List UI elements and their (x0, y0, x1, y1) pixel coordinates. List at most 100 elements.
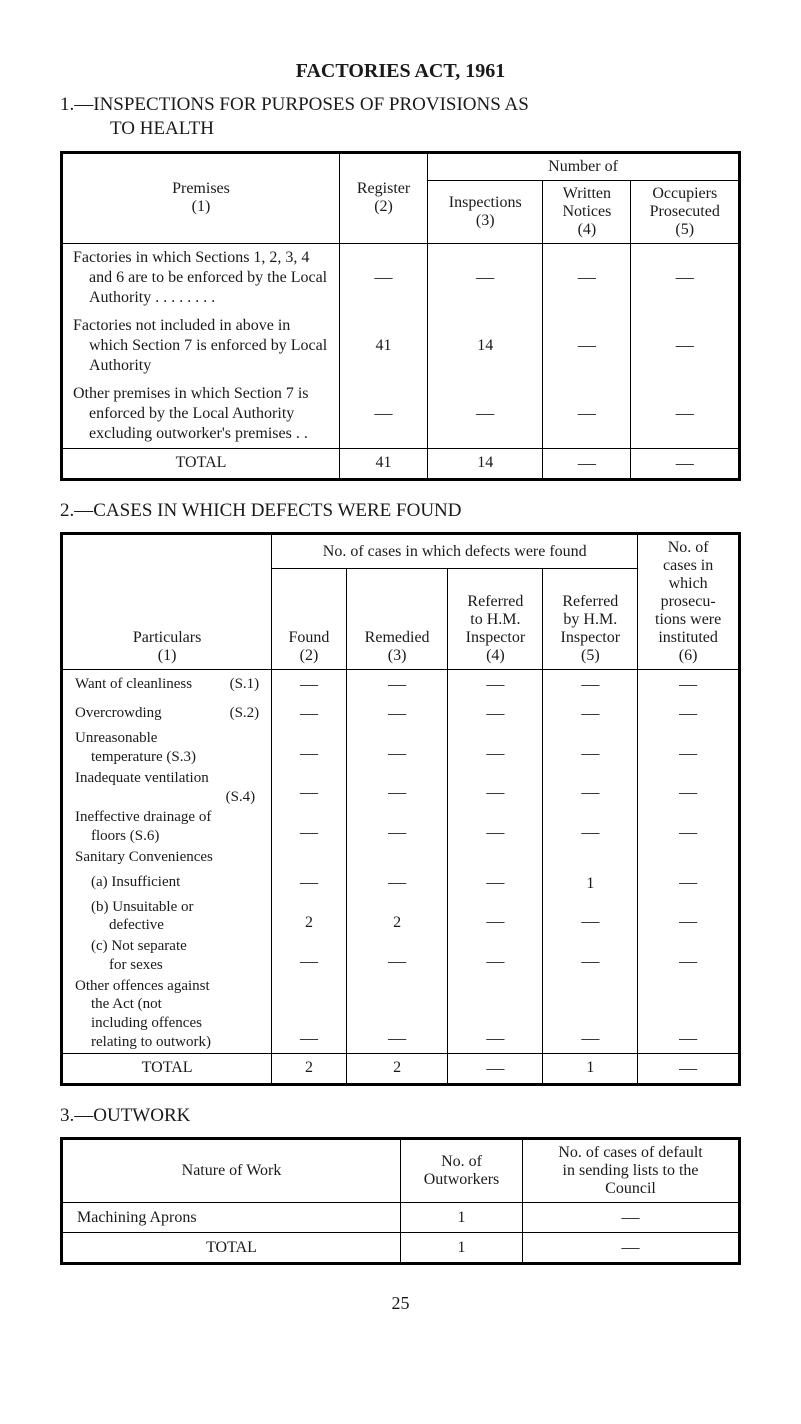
cell: — (638, 976, 740, 1054)
cell: 2 (346, 897, 448, 937)
cell: — (543, 380, 631, 449)
cell: — (272, 670, 347, 700)
cell: — (543, 768, 638, 808)
cell: — (448, 868, 543, 897)
col-prosecutions-header: No. of cases in which prosecu- tions wer… (638, 534, 740, 670)
cell: — (272, 936, 347, 976)
section-2-heading: 2.—CASES IN WHICH DEFECTS WERE FOUND (60, 499, 741, 523)
cell: — (448, 807, 543, 847)
cell: — (631, 243, 740, 312)
table-row-label: Other premises in which Section 7 is enf… (62, 380, 340, 449)
page: FACTORIES ACT, 1961 1.—INSPECTIONS FOR P… (0, 0, 801, 1424)
cell: — (272, 868, 347, 897)
cell: — (543, 312, 631, 380)
col-ref-by-hm-header: Referred by H.M. Inspector (5) (543, 569, 638, 670)
col-nature-header: Nature of Work (62, 1139, 401, 1203)
cell: — (543, 897, 638, 937)
table-row-label: Overcrowding(S.2) (62, 699, 272, 728)
table-row-label: Other offences againstthe Act (notinclud… (62, 976, 272, 1054)
section-3-text: —OUTWORK (74, 1105, 190, 1126)
table-row-label: Ineffective drainage offloors (S.6) (62, 807, 272, 847)
cell (346, 847, 448, 868)
cell: — (346, 936, 448, 976)
col-inspections-header: Inspections (3) (428, 180, 543, 243)
cell: — (346, 768, 448, 808)
cell: — (543, 699, 638, 728)
cell: — (543, 936, 638, 976)
col-written-header: Written Notices (4) (543, 180, 631, 243)
cell: — (339, 243, 427, 312)
cell: — (523, 1233, 740, 1264)
table-defects: Particulars (1) No. of cases in which de… (60, 532, 741, 1085)
cell: — (339, 380, 427, 449)
cell: 14 (428, 448, 543, 479)
col-remedied-header: Remedied (3) (346, 569, 448, 670)
cell: 2 (346, 1053, 448, 1084)
cell: 1 (401, 1233, 523, 1264)
cell (448, 847, 543, 868)
cell: — (448, 1053, 543, 1084)
section-3-num: 3. (60, 1104, 74, 1128)
cell: — (448, 897, 543, 937)
cell (272, 847, 347, 868)
section-1-heading-cont: TO HEALTH (110, 117, 741, 141)
col-ref-to-hm-header: Referred to H.M. Inspector (4) (448, 569, 543, 670)
col-register-header: Register (2) (339, 152, 427, 243)
cell: — (428, 380, 543, 449)
cell: 41 (339, 448, 427, 479)
cell: — (346, 670, 448, 700)
table-row-label: Factories in which Sections 1, 2, 3, 4 a… (62, 243, 340, 312)
cell: 2 (272, 1053, 347, 1084)
cell: — (638, 670, 740, 700)
document-title: FACTORIES ACT, 1961 (60, 60, 741, 83)
cell: — (346, 976, 448, 1054)
cell: — (448, 670, 543, 700)
cell: — (346, 807, 448, 847)
cell: — (543, 807, 638, 847)
section-1-num: 1. (60, 93, 74, 117)
total-label: TOTAL (62, 1233, 401, 1264)
cell: — (272, 699, 347, 728)
col-default-header: No. of cases of default in sending lists… (523, 1139, 740, 1203)
cell: — (638, 936, 740, 976)
cell: — (272, 976, 347, 1054)
cell: — (631, 380, 740, 449)
cell: — (448, 768, 543, 808)
cell: — (448, 699, 543, 728)
col-premises-header: Premises (1) (62, 152, 340, 243)
cell: 41 (339, 312, 427, 380)
table-row-label: Sanitary Conveniences (62, 847, 272, 868)
cell: — (638, 807, 740, 847)
page-number: 25 (60, 1293, 741, 1314)
section-3-heading: 3.—OUTWORK (60, 1104, 741, 1128)
cell: — (448, 728, 543, 768)
cell (543, 847, 638, 868)
cell: — (638, 728, 740, 768)
cell: — (638, 1053, 740, 1084)
cell: — (523, 1203, 740, 1233)
cell: 14 (428, 312, 543, 380)
cell: 1 (543, 868, 638, 897)
cell: — (638, 699, 740, 728)
cell: — (346, 699, 448, 728)
col-found-header: Found (2) (272, 569, 347, 670)
table-row-label: Inadequate ventilation(S.4) (62, 768, 272, 808)
defects-span-header: No. of cases in which defects were found (272, 534, 638, 569)
table-row-label: Machining Aprons (62, 1203, 401, 1233)
cell: — (448, 976, 543, 1054)
cell: — (346, 868, 448, 897)
cell: — (543, 728, 638, 768)
cell: — (543, 243, 631, 312)
cell: — (272, 807, 347, 847)
total-label: TOTAL (62, 1053, 272, 1084)
cell: — (543, 448, 631, 479)
section-1-text: —INSPECTIONS FOR PURPOSES OF PROVISIONS … (74, 94, 529, 115)
cell (638, 847, 740, 868)
section-2-text: —CASES IN WHICH DEFECTS WERE FOUND (74, 500, 461, 521)
cell: 2 (272, 897, 347, 937)
cell: — (346, 728, 448, 768)
col-particulars-header: Particulars (1) (62, 534, 272, 670)
table-outwork: Nature of Work No. of Outworkers No. of … (60, 1137, 741, 1265)
table-row-label: Want of cleanliness(S.1) (62, 670, 272, 700)
table-inspections: Premises (1) Register (2) Number of Insp… (60, 151, 741, 481)
